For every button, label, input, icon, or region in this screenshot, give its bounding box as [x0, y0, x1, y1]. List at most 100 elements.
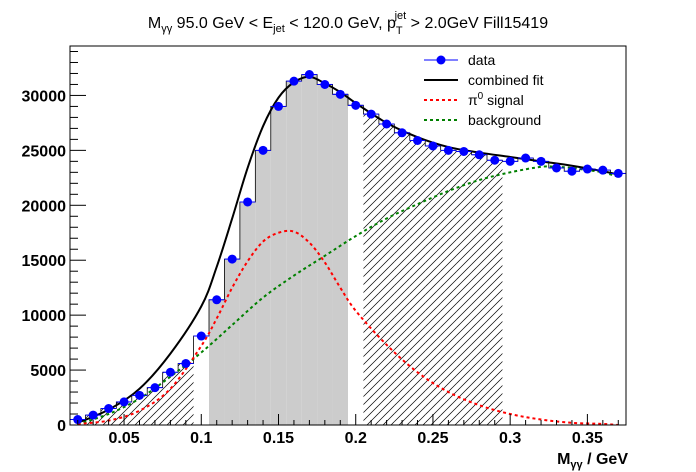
data-point	[196, 331, 206, 341]
y-tick-label: 0	[57, 418, 66, 435]
legend-label-rest: signal	[483, 92, 523, 108]
data-point	[521, 153, 531, 163]
data-point	[165, 367, 175, 377]
hist-bar	[332, 94, 348, 425]
y-tick-label: 5000	[30, 363, 66, 380]
x-tick-label: 0.25	[417, 430, 448, 447]
data-point	[552, 163, 561, 173]
y-tick-label: 10000	[22, 308, 67, 325]
legend-label-sup: 0	[478, 91, 484, 102]
title-m-sub: γγ	[161, 23, 173, 35]
x-tick-label: 0.35	[572, 430, 603, 447]
data-point	[135, 390, 144, 400]
data-point	[88, 410, 98, 420]
data-point	[258, 145, 268, 155]
hist-bar	[409, 140, 426, 425]
data-point	[598, 165, 608, 175]
plot-area	[70, 70, 626, 425]
legend-label: combined fit	[468, 72, 544, 88]
title-m: M	[148, 15, 161, 32]
data-point	[413, 135, 422, 145]
data-point	[351, 100, 361, 110]
legend: data combined fit π0 signal background	[424, 52, 544, 128]
legend-label-main: combined fit	[468, 72, 544, 88]
data-point	[382, 119, 392, 129]
signal-curve	[77, 229, 619, 425]
y-tick-label: 15000	[22, 253, 67, 270]
title-e-sub: jet	[272, 23, 285, 35]
title-mid: 95.0 GeV < E	[172, 15, 273, 32]
background-curve	[77, 165, 619, 425]
x-tick-label: 0.3	[499, 430, 521, 447]
hist-bar	[239, 201, 256, 425]
xlabel-unit: / GeV	[583, 451, 629, 468]
title-mid2: < 120.0 GeV, p	[285, 15, 396, 32]
legend-label: data	[468, 52, 495, 68]
data-point	[73, 415, 83, 425]
data-point	[243, 197, 253, 207]
data-point	[150, 383, 160, 393]
data-point	[274, 101, 283, 111]
data-point	[582, 164, 592, 174]
hist-bar	[301, 74, 318, 425]
y-tick-label: 20000	[22, 198, 67, 215]
title-p-sub: T	[396, 25, 403, 37]
hist-bar	[425, 145, 441, 425]
title-p-sup: jet	[394, 10, 407, 22]
chart-title: Mγγ 95.0 GeV < Ejet < 120.0 GeV, pTjet >…	[148, 10, 548, 37]
data-point	[428, 141, 438, 151]
hist-bar	[147, 387, 163, 425]
data-point	[567, 166, 577, 176]
x-axis-title: Mγγ / GeV	[557, 451, 628, 471]
legend-label-main: background	[468, 112, 541, 128]
data-point	[397, 128, 407, 138]
hist-bar	[224, 259, 240, 425]
data-point	[304, 70, 314, 80]
data-point	[443, 145, 453, 155]
combined-fit-curve	[77, 75, 619, 424]
plot-frame	[69, 45, 627, 426]
data-point	[335, 89, 345, 99]
hist-bar	[456, 151, 472, 425]
axes: 0.05 0.1 0.15 0.2 0.25 0.3 0.35 0 5000 10000 15000…	[22, 50, 619, 447]
legend-label: background	[468, 112, 541, 128]
plot-clip-group	[70, 70, 626, 425]
hist-bar	[378, 123, 395, 425]
data-point	[289, 76, 299, 86]
hist-bar	[270, 106, 287, 425]
legend-label: π0 signal	[468, 91, 524, 108]
x-tick-label: 0.15	[263, 430, 294, 447]
x-tick-label: 0.1	[190, 430, 212, 447]
hist-bar	[209, 299, 225, 425]
hist-bar	[286, 81, 302, 425]
data-point	[212, 295, 222, 305]
y-tick-label: 25000	[22, 143, 67, 160]
data-point	[459, 146, 469, 156]
data-point	[474, 150, 484, 160]
data-point	[119, 397, 129, 407]
data-point	[227, 254, 237, 264]
data-point	[366, 109, 376, 119]
data-point	[505, 156, 515, 166]
xlabel-m: M	[557, 451, 570, 468]
hist-bar	[363, 114, 379, 425]
hist-bar	[394, 132, 410, 425]
data-point	[181, 358, 191, 368]
hist-bar	[131, 395, 148, 425]
y-tick-label: 30000	[22, 88, 67, 105]
hist-bar	[471, 154, 487, 425]
data-point	[320, 79, 330, 89]
data-point	[536, 156, 546, 166]
hist-bar	[162, 372, 179, 425]
data-point	[104, 404, 114, 414]
legend-label-main: π	[468, 92, 478, 108]
legend-data-marker	[436, 55, 446, 65]
hist-bar	[487, 160, 503, 425]
data-point	[613, 168, 623, 178]
hist-bar	[440, 150, 457, 425]
xlabel-m-sub: γγ	[570, 459, 583, 471]
hist-bar	[178, 363, 194, 425]
title-end: > 2.0GeV Fill15419	[406, 15, 548, 32]
hist-bar	[116, 401, 132, 425]
